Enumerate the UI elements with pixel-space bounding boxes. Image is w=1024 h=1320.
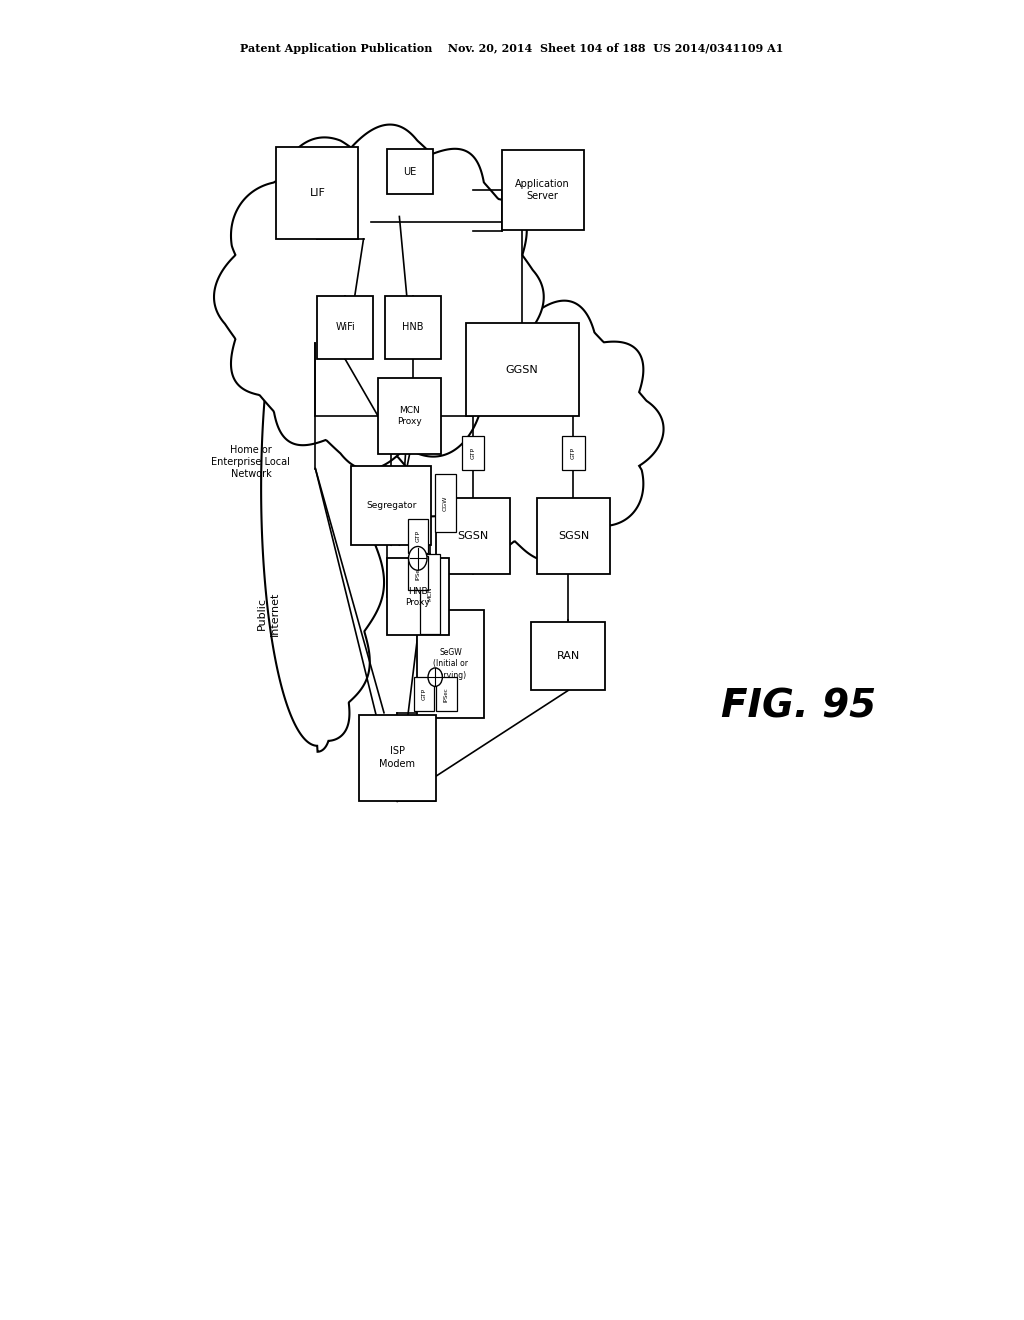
FancyBboxPatch shape <box>276 147 358 239</box>
FancyBboxPatch shape <box>378 378 441 454</box>
FancyBboxPatch shape <box>537 498 610 574</box>
Circle shape <box>428 668 442 686</box>
Text: FIG. 95: FIG. 95 <box>721 688 877 725</box>
Text: Home or
Enterprise Local
Network: Home or Enterprise Local Network <box>211 445 291 479</box>
FancyBboxPatch shape <box>502 150 584 230</box>
Text: WiFi: WiFi <box>335 322 355 333</box>
Text: GTP: GTP <box>471 446 475 459</box>
Text: SeGW
(Initial or
Serving): SeGW (Initial or Serving) <box>433 648 468 680</box>
Text: MCN
Proxy: MCN Proxy <box>397 405 422 426</box>
Polygon shape <box>261 173 389 751</box>
Text: Segregator: Segregator <box>366 502 417 510</box>
Text: CGW: CGW <box>443 495 447 511</box>
FancyBboxPatch shape <box>531 622 605 690</box>
FancyBboxPatch shape <box>562 436 585 470</box>
FancyBboxPatch shape <box>387 149 432 194</box>
Text: RAN: RAN <box>557 651 580 661</box>
Text: LIF: LIF <box>309 187 326 198</box>
FancyBboxPatch shape <box>317 296 373 359</box>
FancyBboxPatch shape <box>418 610 483 718</box>
Text: HNB: HNB <box>402 322 423 333</box>
FancyBboxPatch shape <box>385 296 440 359</box>
Text: IPSec: IPSec <box>416 565 420 581</box>
FancyBboxPatch shape <box>462 436 484 470</box>
Text: SGSN: SGSN <box>458 531 488 541</box>
Polygon shape <box>381 297 664 561</box>
Circle shape <box>409 546 427 570</box>
FancyBboxPatch shape <box>466 323 579 416</box>
Text: Public
Internet: Public Internet <box>257 591 280 636</box>
FancyBboxPatch shape <box>359 715 436 800</box>
FancyBboxPatch shape <box>436 498 510 574</box>
FancyBboxPatch shape <box>414 677 434 711</box>
Text: ISP
Modem: ISP Modem <box>379 747 416 768</box>
Text: Patent Application Publication    Nov. 20, 2014  Sheet 104 of 188  US 2014/03411: Patent Application Publication Nov. 20, … <box>241 44 783 54</box>
FancyBboxPatch shape <box>387 558 449 635</box>
FancyBboxPatch shape <box>351 466 431 545</box>
FancyBboxPatch shape <box>420 554 440 634</box>
Text: IPSec: IPSec <box>444 686 449 702</box>
Text: MCN: MCN <box>428 587 432 601</box>
Text: GTP: GTP <box>571 446 575 459</box>
FancyBboxPatch shape <box>408 519 428 553</box>
Text: Application
Server: Application Server <box>515 180 570 201</box>
Polygon shape <box>214 124 544 470</box>
Text: SGSN: SGSN <box>558 531 589 541</box>
Text: HNB
Proxy: HNB Proxy <box>406 586 430 607</box>
FancyBboxPatch shape <box>436 677 457 711</box>
Text: GTP: GTP <box>416 529 420 543</box>
Text: GTP: GTP <box>422 688 426 701</box>
Text: UE: UE <box>403 166 416 177</box>
FancyBboxPatch shape <box>435 474 456 532</box>
FancyBboxPatch shape <box>408 556 428 590</box>
Text: GGSN: GGSN <box>506 364 539 375</box>
